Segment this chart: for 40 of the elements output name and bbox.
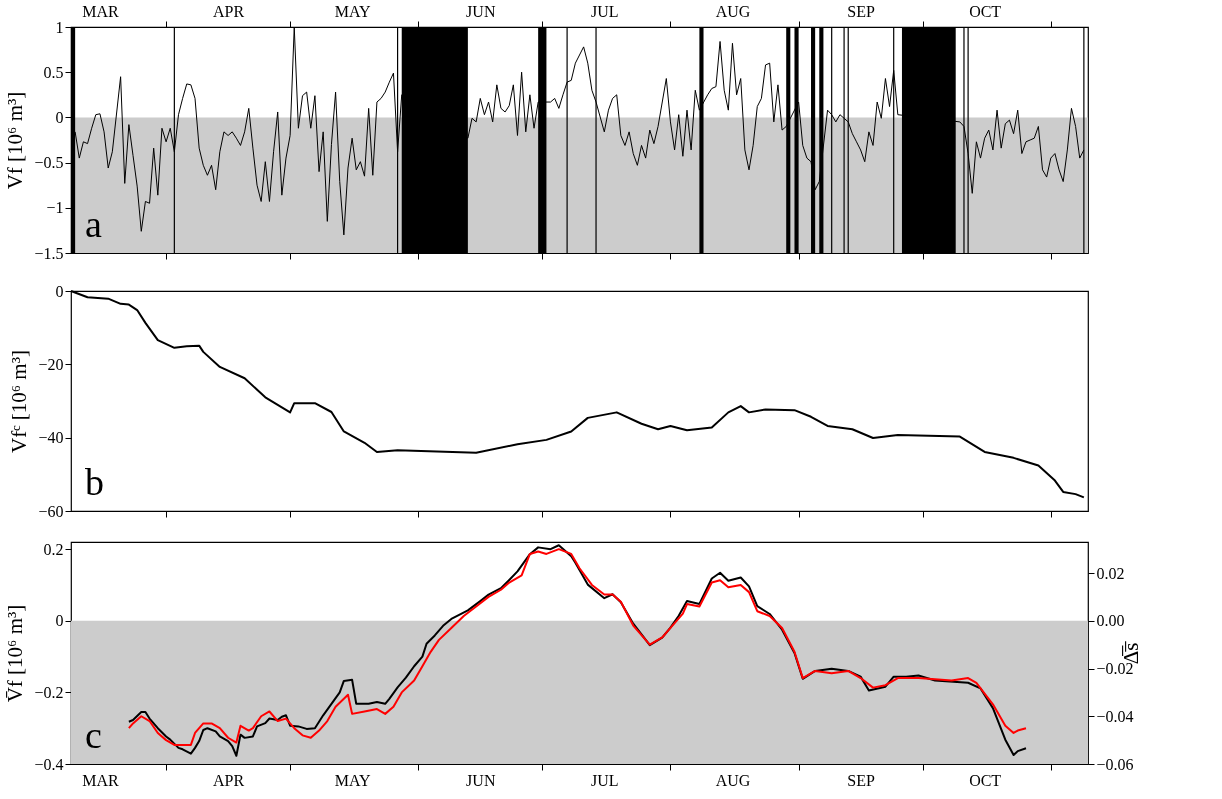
x-tick-label: JUL [591,771,619,789]
x-tick-label: JUN [466,2,496,20]
y2-tick-label: −0.04 [1096,707,1134,725]
y-tick-label: 0.2 [43,540,64,558]
annotation: c [85,714,102,756]
y-axis-title: Vf [10⁶ m³] [3,91,28,190]
x-tick-label: MAR [82,771,119,789]
y-tick-label: 0.5 [43,63,64,81]
x-tick-label: MAR [82,2,119,20]
y-axis-title: Vfᶜ [10⁶ m³] [7,350,32,453]
x-tick-label: MAY [334,2,371,20]
y-tick-label: −1 [46,199,64,217]
y-tick-label: 0 [55,282,64,300]
x-tick-label: MAY [334,771,371,789]
x-tick-label: AUG [715,771,751,789]
x-tick-label: SEP [847,771,875,789]
x-tick-label: APR [213,771,245,789]
y-tick-label: 0 [55,612,64,630]
y-tick-label: −1.5 [34,244,64,262]
y-tick-label: −0.2 [34,683,64,701]
y-tick-label: 0 [55,108,64,126]
annotation: a [85,203,102,245]
y-tick-label: 1 [55,18,64,36]
y-tick-label: −20 [38,355,64,373]
x-tick-label: JUL [591,2,619,20]
x-tick-label: JUN [466,771,496,789]
y-tick-label: −40 [38,429,64,447]
y2-tick-label: 0.02 [1096,564,1125,582]
y2-tick-label: −0.06 [1096,755,1134,773]
y-tick-label: −0.4 [34,755,64,773]
x-tick-label: OCT [969,2,1002,20]
y-axis-title: V̄f [10⁶ m³] [3,604,28,703]
y-tick-label: −60 [38,502,64,520]
x-tick-label: OCT [969,771,1002,789]
y-tick-label: −0.5 [34,154,64,172]
x-tick-label: SEP [847,2,875,20]
y2-tick-label: 0.00 [1096,612,1125,630]
x-tick-label: AUG [715,2,751,20]
x-tick-label: APR [213,2,245,20]
annotation: b [85,461,104,503]
